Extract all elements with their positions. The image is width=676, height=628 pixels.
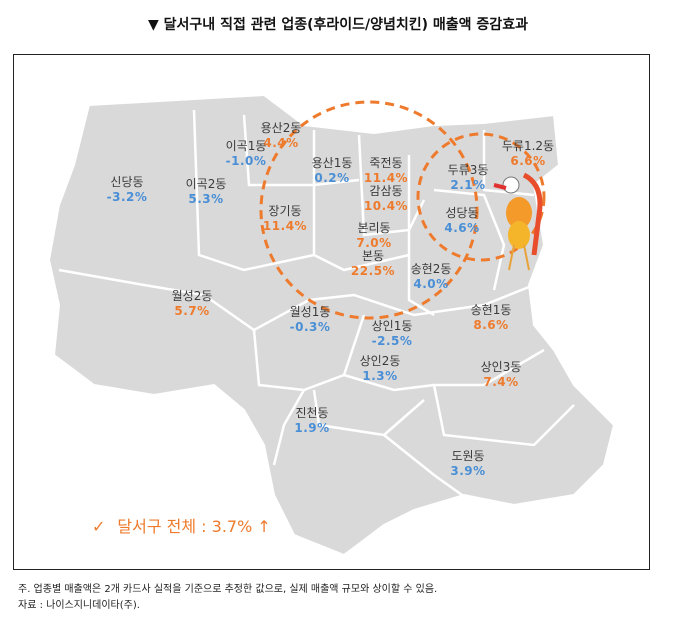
dong-label-본동: 본동 22.5% bbox=[350, 249, 396, 278]
dong-label-감삼동: 감삼동 10.4% bbox=[363, 184, 409, 213]
dong-label-이곡2동: 이곡2동 5.3% bbox=[185, 177, 227, 206]
dong-label-송현1동: 송현1동 8.6% bbox=[470, 303, 512, 332]
dong-label-신당동: 신당동 -3.2% bbox=[106, 175, 148, 204]
chicken-mascot-illustration bbox=[493, 172, 543, 271]
dong-label-이곡1동: 이곡1동 -1.0% bbox=[225, 139, 267, 168]
dong-label-송현2동: 송현2동 4.0% bbox=[410, 262, 452, 291]
footnote-source: 자료 : 나이스지니데이타(주). bbox=[18, 600, 140, 611]
dong-label-진천동: 진천동 1.9% bbox=[294, 406, 330, 435]
check-icon: ✓ bbox=[92, 517, 106, 536]
district-total-label: ✓ 달서구 전체 : 3.7% ↑ bbox=[92, 513, 271, 537]
dong-label-상인2동: 상인2동 1.3% bbox=[359, 354, 401, 383]
dong-label-월성2동: 월성2동 5.7% bbox=[171, 289, 213, 318]
figure-title: ▼ 달서구내 직접 관련 업종(후라이드/양념치킨) 매출액 증감효과 bbox=[148, 17, 528, 33]
dong-label-본리동: 본리동 7.0% bbox=[356, 221, 392, 250]
dong-label-두류3동: 두류3동 2.1% bbox=[447, 163, 489, 192]
dong-label-용산2동: 용산2동 4.4% bbox=[260, 121, 302, 150]
dong-label-두류1.2동: 두류1.2동 6.6% bbox=[501, 139, 555, 168]
map-frame: 용산2동 4.4% 이곡1동 -1.0% 용산1동 0.2% 죽전동 11.4% 두류3… bbox=[13, 54, 650, 570]
footnote-note: 주. 업종별 매출액은 2개 카드사 실적을 기준으로 추정한 값으로, 실제 … bbox=[18, 584, 438, 595]
footnotes: 주. 업종별 매출액은 2개 카드사 실적을 기준으로 추정한 값으로, 실제 … bbox=[18, 582, 437, 614]
dong-label-죽전동: 죽전동 11.4% bbox=[363, 156, 409, 185]
district-map bbox=[47, 93, 616, 557]
district-boundary bbox=[47, 93, 616, 557]
dong-label-도원동: 도원동 3.9% bbox=[450, 449, 486, 478]
dong-label-장기동: 장기동 11.4% bbox=[262, 204, 308, 233]
total-text: 달서구 전체 : 3.7% ↑ bbox=[117, 517, 271, 536]
dong-label-성당동: 성당동 4.6% bbox=[444, 206, 480, 235]
dong-label-용산1동: 용산1동 0.2% bbox=[311, 156, 353, 185]
highlight-circle-large bbox=[259, 100, 479, 320]
highlight-circle-small bbox=[416, 132, 546, 262]
dong-label-월성1동: 월성1동 -0.3% bbox=[289, 305, 331, 334]
dong-label-상인3동: 상인3동 7.4% bbox=[480, 360, 522, 389]
dong-label-상인1동: 상인1동 -2.5% bbox=[371, 319, 413, 348]
